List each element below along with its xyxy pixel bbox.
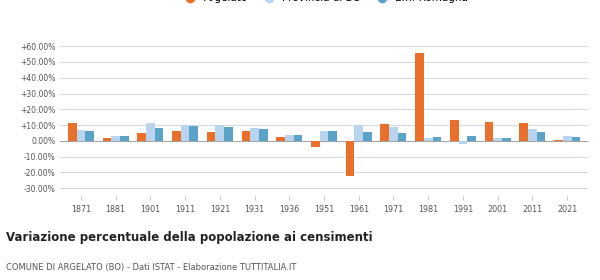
Bar <box>520 123 528 141</box>
Bar <box>285 135 293 141</box>
Bar <box>207 132 215 141</box>
Bar <box>85 130 94 141</box>
Legend: Argelato, Provincia di BO, Em.-Romagna: Argelato, Provincia di BO, Em.-Romagna <box>179 0 469 3</box>
Bar <box>485 122 493 141</box>
Bar <box>320 131 328 141</box>
Bar <box>103 138 111 141</box>
Bar <box>224 127 233 141</box>
Bar <box>537 132 545 141</box>
Bar <box>120 136 128 141</box>
Bar <box>146 123 155 141</box>
Bar <box>458 141 467 144</box>
Bar <box>554 140 563 141</box>
Bar <box>215 125 224 141</box>
Bar <box>450 120 458 141</box>
Bar <box>355 125 363 141</box>
Bar <box>380 124 389 141</box>
Bar <box>571 137 580 141</box>
Bar <box>241 131 250 141</box>
Bar <box>77 130 85 141</box>
Bar <box>563 136 571 141</box>
Bar <box>259 129 268 141</box>
Bar <box>111 136 120 141</box>
Bar <box>389 127 398 141</box>
Bar <box>346 141 355 176</box>
Bar <box>528 129 537 141</box>
Bar <box>493 138 502 141</box>
Bar <box>467 136 476 141</box>
Bar <box>276 137 285 141</box>
Bar <box>415 53 424 141</box>
Bar <box>155 128 163 141</box>
Bar <box>172 130 181 141</box>
Bar <box>68 123 77 141</box>
Bar <box>190 126 198 141</box>
Bar <box>250 128 259 141</box>
Bar <box>363 132 372 141</box>
Text: COMUNE DI ARGELATO (BO) - Dati ISTAT - Elaborazione TUTTITALIA.IT: COMUNE DI ARGELATO (BO) - Dati ISTAT - E… <box>6 263 296 272</box>
Bar <box>311 141 320 147</box>
Bar <box>181 125 190 141</box>
Bar <box>137 133 146 141</box>
Bar <box>398 133 407 141</box>
Bar <box>433 137 441 141</box>
Bar <box>293 135 302 141</box>
Bar <box>424 138 433 141</box>
Bar <box>502 138 511 141</box>
Text: Variazione percentuale della popolazione ai censimenti: Variazione percentuale della popolazione… <box>6 231 373 244</box>
Bar <box>328 131 337 141</box>
